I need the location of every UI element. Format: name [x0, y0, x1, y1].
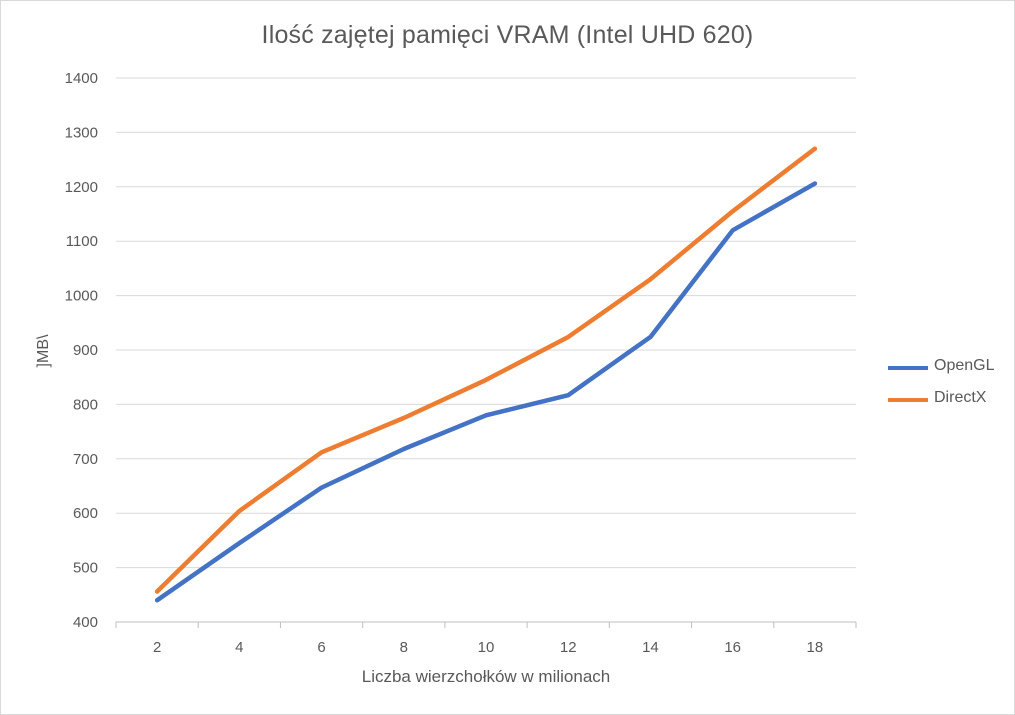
- x-tick-label: 16: [724, 639, 741, 656]
- y-tick-label: 900: [73, 342, 98, 359]
- y-tick-label: 500: [73, 560, 98, 577]
- series-line-directx: [154, 146, 818, 594]
- y-tick-label: 600: [73, 505, 98, 522]
- x-tick-label: 8: [400, 639, 408, 656]
- x-tick-label: 14: [642, 639, 659, 656]
- legend-label-directx: DirectX: [934, 389, 987, 406]
- y-tick-label: 1400: [65, 70, 98, 87]
- y-tick-label: 1200: [65, 179, 98, 196]
- x-tick-label: 12: [560, 639, 577, 656]
- x-tick-label: 18: [807, 639, 824, 656]
- x-tick-label: 10: [478, 639, 495, 656]
- legend-label-opengl: OpenGL: [934, 357, 995, 374]
- x-tick-label: 4: [235, 639, 243, 656]
- y-tick-label: 1000: [65, 288, 98, 305]
- y-tick-label: 1100: [66, 233, 98, 250]
- y-tick-label: 400: [73, 614, 98, 631]
- series-line-opengl: [154, 181, 818, 603]
- x-tick-label: 2: [153, 639, 161, 656]
- x-axis-label: Liczba wierzchołków w milionach: [361, 667, 611, 686]
- y-tick-label: 800: [73, 396, 98, 413]
- y-tick-label: 700: [73, 451, 98, 468]
- chart-title: Ilość zajętej pamięci VRAM (Intel UHD 62…: [261, 21, 754, 49]
- y-axis-label: ]MB\: [35, 334, 52, 368]
- legend-swatch-directx: [888, 398, 928, 402]
- y-tick-label: 1300: [65, 124, 98, 141]
- x-tick-label: 6: [317, 639, 325, 656]
- legend-swatch-opengl: [888, 366, 928, 370]
